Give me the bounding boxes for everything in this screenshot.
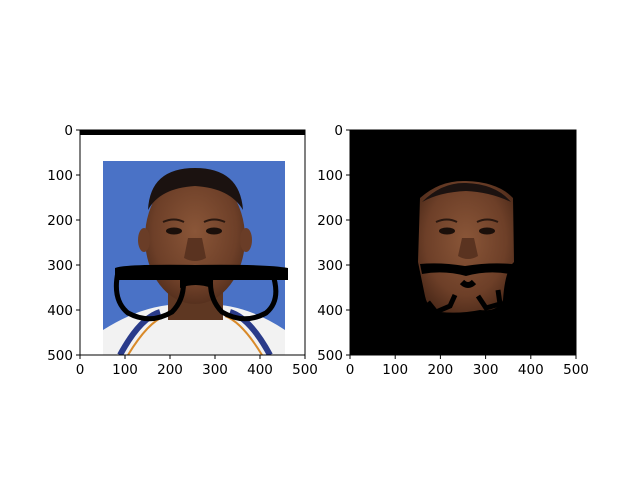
panel-2-ytick-label: 0 [334, 123, 343, 139]
panel-2-xtick-label: 100 [382, 362, 408, 378]
eye-right [206, 227, 222, 235]
panel-1-xtick-label: 400 [247, 362, 273, 378]
mask-nose [458, 238, 478, 259]
mask-glasses-bar [420, 263, 512, 276]
panel-1-ytick-label: 200 [47, 213, 73, 229]
panel-2-ytick-label: 400 [317, 303, 343, 319]
panel-1-ytick-label: 400 [47, 303, 73, 319]
panel-1-top-black-strip [80, 130, 305, 135]
mask-glasses-lenses [426, 289, 503, 316]
ear-right [240, 228, 252, 252]
panel-1-ytick-label: 0 [64, 123, 73, 139]
panel-1-ytick-label: 300 [47, 258, 73, 274]
eyebrow-right [203, 218, 226, 223]
mask-eye-left [439, 227, 455, 235]
glasses [113, 264, 288, 322]
panel-2-xtick-label: 500 [563, 362, 589, 378]
panel-2-xtick-label: 300 [473, 362, 499, 378]
panel-1-frame [79, 129, 306, 356]
glasses-left-lens [113, 269, 186, 322]
panel-1-ytick-label: 100 [47, 168, 73, 184]
panel-2-image [350, 130, 576, 355]
panel-1-xtick-label: 300 [202, 362, 228, 378]
nose [184, 238, 206, 261]
eye-left [166, 227, 182, 235]
hair [148, 168, 243, 210]
panel-2-ytick-label: 300 [317, 258, 343, 274]
jersey-trim-left [117, 309, 162, 355]
mask-hair-edge [422, 182, 511, 202]
ear-left [138, 228, 150, 252]
panel-2-xtick-label: 200 [428, 362, 454, 378]
panel-2-ytick-label: 100 [317, 168, 343, 184]
mask-eyebrow-right [476, 218, 499, 223]
eyebrow-left [162, 218, 185, 223]
panel-1-xtick-label: 0 [76, 362, 85, 378]
mask-eyebrow-left [435, 218, 458, 223]
panel-1-ytick-label: 500 [47, 348, 73, 364]
panel-2-frame [349, 129, 577, 356]
panel-1-xtick-label: 200 [157, 362, 183, 378]
glasses-right-lens [208, 269, 279, 322]
panel-2-ytick-label: 500 [317, 348, 343, 364]
panel-2-xtick-label: 400 [518, 362, 544, 378]
panel-1-xtick-label: 500 [292, 362, 318, 378]
glasses-bridge [180, 275, 212, 288]
panel-2-xtick-label: 0 [346, 362, 355, 378]
jersey-trim-right [228, 309, 273, 355]
panel-2-ytick-label: 200 [317, 213, 343, 229]
panel-1-xtick-label: 100 [112, 362, 138, 378]
panel-1-image [80, 130, 305, 355]
mask-glasses-bridge [459, 279, 477, 288]
mask-eye-right [479, 227, 495, 235]
